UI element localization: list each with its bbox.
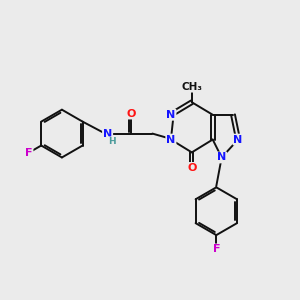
Text: O: O xyxy=(187,163,196,173)
Text: N: N xyxy=(217,152,226,163)
Text: F: F xyxy=(212,244,220,254)
Text: N: N xyxy=(166,110,176,120)
Text: CH₃: CH₃ xyxy=(181,82,202,92)
Text: N: N xyxy=(166,134,176,145)
Text: F: F xyxy=(25,148,33,158)
Text: N: N xyxy=(103,129,112,139)
Text: N: N xyxy=(233,134,243,145)
Text: O: O xyxy=(127,109,136,118)
Text: H: H xyxy=(108,137,116,146)
